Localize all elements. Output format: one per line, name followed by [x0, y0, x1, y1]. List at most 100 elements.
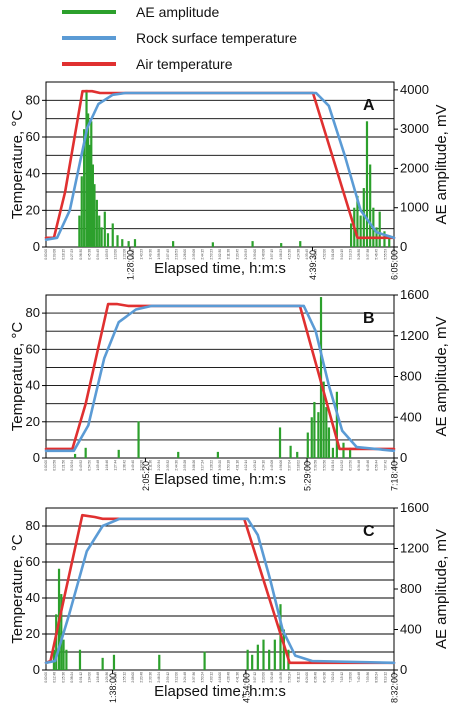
x-minor-tick-label: 1:42:24 — [114, 672, 118, 683]
ae-bar — [103, 211, 106, 247]
legend-label-2: Air temperature — [136, 56, 233, 72]
x-minor-tick-label: 5:45:36 — [279, 672, 283, 683]
x-minor-tick-label: 1:27:44 — [114, 460, 118, 471]
tick-left-label: 20 — [26, 626, 40, 641]
x-minor-tick-label: 0:00:00 — [44, 672, 48, 683]
x-minor-tick-label: 1:49:30 — [148, 249, 152, 260]
ae-bar — [95, 199, 98, 247]
x-minor-tick-label: 7:15:12 — [340, 672, 344, 683]
tick-right-label: 1200 — [400, 541, 429, 556]
x-minor-tick-label: 0:00:00 — [44, 460, 48, 471]
tick-left-label: 60 — [26, 554, 40, 569]
tick-left-label: 80 — [26, 92, 40, 107]
x-minor-tick-label: 1:16:46 — [105, 460, 109, 471]
x-minor-tick-label: 1:38:42 — [122, 460, 126, 471]
x-minor-tick-label: 0:10:58 — [53, 460, 57, 471]
ae-bar — [85, 89, 88, 247]
ae-bar — [87, 113, 90, 247]
x-minor-tick-label: 6:11:12 — [296, 672, 300, 683]
x-minor-tick-label: 3:12:00 — [175, 672, 179, 683]
y-axis-title-left: Temperature, °C — [9, 110, 26, 220]
tick-right-label: 0 — [400, 239, 407, 254]
x-minor-tick-label: 3:06:26 — [192, 460, 196, 471]
ae-bar — [306, 432, 309, 458]
ae-bar — [246, 649, 249, 670]
x-minor-tick-label: 6:36:48 — [314, 672, 318, 683]
x-minor-tick-label: 4:03:12 — [209, 672, 213, 683]
tick-right-label: 400 — [400, 409, 422, 424]
ae-bar — [256, 644, 259, 670]
ae-bar — [273, 639, 276, 670]
x-minor-tick-label: 2:53:23 — [209, 249, 213, 260]
tick-right-label: 800 — [400, 581, 422, 596]
ae-bar — [93, 184, 96, 247]
x-minor-tick-label: 0:32:54 — [70, 460, 74, 471]
ae-bar — [388, 235, 391, 247]
ae-bar — [268, 649, 271, 670]
x-minor-tick-label: 5:01:08 — [331, 249, 335, 260]
x-minor-tick-label: 2:33:36 — [148, 672, 152, 683]
ae-bar — [62, 639, 65, 670]
x-minor-tick-label: 1:55:12 — [122, 672, 126, 683]
ae-bar — [359, 215, 362, 247]
x-minor-tick-label: 4:56:06 — [279, 460, 283, 471]
x-minor-tick-label: 6:12:52 — [340, 460, 344, 471]
ae-bar — [116, 235, 119, 247]
x-minor-tick-label: 4:45:08 — [270, 460, 274, 471]
x-minor-tick-label: 6:49:36 — [322, 672, 326, 683]
y-axis-title-left: Temperature, °C — [9, 534, 26, 644]
ae-bar — [100, 227, 103, 247]
ae-bar — [90, 121, 93, 247]
ae-bar — [106, 233, 110, 247]
x-minor-tick-label: 3:17:24 — [201, 460, 205, 471]
ae-bar — [91, 164, 94, 247]
ae-bar — [52, 649, 56, 670]
x-minor-tick-label: 5:32:48 — [270, 672, 274, 683]
ae-bar — [133, 239, 137, 247]
x-minor-tick-label: 6:34:48 — [357, 460, 361, 471]
x-minor-tick-label: 3:57:15 — [270, 249, 274, 260]
ae-bar — [117, 449, 120, 458]
ae-bar — [137, 421, 140, 458]
x-minor-tick-label: 3:48:08 — [262, 249, 266, 260]
tick-right-label: 1600 — [400, 287, 429, 302]
tick-right-label: 400 — [400, 622, 422, 637]
series-line-air-temperature — [44, 89, 396, 240]
x-minor-tick-label: 5:18:02 — [296, 460, 300, 471]
x-minor-tick-label: 4:41:36 — [235, 672, 239, 683]
y-axis-title-right: AE amplitude, mV — [433, 104, 450, 224]
tick-left-label: 0 — [33, 662, 40, 677]
x-minor-tick-label: 4:23:12 — [253, 460, 257, 471]
plot-frame — [45, 81, 395, 248]
x-minor-tick-label: 5:39:58 — [314, 460, 318, 471]
x-minor-tick-label: 4:15:30 — [288, 249, 292, 260]
x-minor-tick-label: 3:50:18 — [227, 460, 231, 471]
tick-left-label: 60 — [26, 129, 40, 144]
x-key-tick-label: 1:28:00 — [125, 250, 135, 280]
x-key-tick-label: 8:32:00 — [390, 673, 400, 703]
ae-bar — [80, 176, 83, 247]
x-minor-tick-label: 0:54:45 — [96, 249, 100, 260]
x-minor-tick-label: 2:46:24 — [157, 672, 161, 683]
ae-bar — [112, 654, 116, 670]
x-minor-tick-label: 4:24:38 — [296, 249, 300, 260]
x-key-tick-label: 4:39:30 — [308, 250, 318, 280]
ae-bar — [280, 243, 283, 247]
y-axis-title-left: Temperature, °C — [9, 322, 26, 432]
tick-left-label: 80 — [26, 518, 40, 533]
x-minor-tick-label: 3:29:53 — [244, 249, 248, 260]
x-minor-tick-label: 0:25:36 — [61, 672, 65, 683]
series-line-rock-surface-temperature — [44, 517, 396, 665]
ae-bar — [203, 651, 206, 670]
x-minor-tick-label: 3:37:36 — [192, 672, 196, 683]
x-minor-tick-label: 4:06:23 — [279, 249, 283, 260]
x-minor-tick-label: 3:24:48 — [183, 672, 187, 683]
tick-right-label: 0 — [400, 450, 407, 465]
x-minor-tick-label: 5:58:24 — [288, 672, 292, 683]
ae-bar — [111, 223, 114, 247]
x-key-tick-label: 2:05:20 — [141, 461, 151, 491]
x-minor-tick-label: 1:29:36 — [105, 672, 109, 683]
x-key-tick-label: 1:38:00 — [108, 673, 118, 703]
x-minor-tick-label: 1:16:48 — [96, 672, 100, 683]
x-minor-tick-label: 6:45:46 — [366, 460, 370, 471]
